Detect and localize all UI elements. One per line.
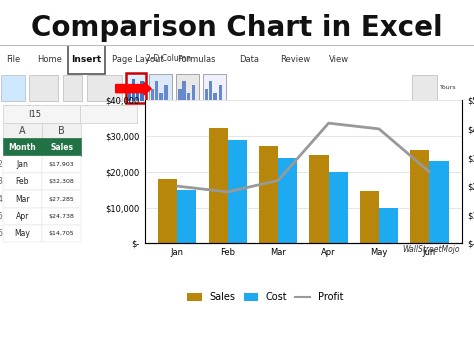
Bar (3, 105, 80, 123)
Text: 6: 6 (0, 229, 2, 238)
Text: View: View (329, 55, 349, 64)
Bar (3, 123, 42, 139)
Text: 5: 5 (0, 212, 2, 221)
Text: 3D Map ▾: 3D Map ▾ (412, 105, 437, 110)
Text: Mar: Mar (15, 195, 30, 204)
Bar (42, 173, 81, 190)
Bar (42, 123, 81, 139)
Bar (158, 179, 177, 243)
Bar (80, 105, 137, 123)
Bar (136, 90, 139, 101)
Bar (159, 93, 163, 101)
Bar (328, 172, 348, 243)
Bar (128, 87, 131, 101)
Bar (1, 75, 25, 101)
Bar (42, 190, 81, 208)
Text: Add-
ins ▾: Add- ins ▾ (66, 105, 79, 116)
Bar (178, 90, 182, 101)
Bar (3, 156, 42, 173)
Bar (177, 190, 197, 243)
Bar (182, 81, 186, 101)
Bar (205, 90, 208, 101)
Bar (187, 93, 190, 101)
Bar (29, 75, 58, 101)
Text: Tours: Tours (439, 86, 456, 91)
Bar (192, 85, 195, 101)
Text: Review: Review (280, 55, 310, 64)
Bar (3, 190, 42, 208)
Text: Tables: Tables (4, 105, 22, 110)
Text: $24,738: $24,738 (49, 214, 74, 219)
Bar (3, 225, 42, 242)
Bar (209, 128, 228, 243)
Text: Formulas: Formulas (177, 55, 216, 64)
Text: File: File (6, 55, 20, 64)
FancyArrow shape (116, 82, 151, 95)
Bar (259, 146, 278, 243)
Bar (410, 150, 429, 243)
Text: Month: Month (9, 142, 36, 152)
Text: Illustrations: Illustrations (27, 105, 61, 110)
Text: Data: Data (239, 55, 259, 64)
Bar (3, 139, 42, 156)
Bar (412, 75, 437, 101)
Bar (3, 173, 42, 190)
Bar (87, 75, 122, 101)
Text: 4: 4 (0, 195, 2, 204)
Text: $17,903: $17,903 (49, 162, 74, 167)
Bar (42, 225, 81, 242)
Bar (228, 140, 247, 243)
Text: $27,285: $27,285 (49, 197, 74, 202)
Text: Recommended
Charts: Recommended Charts (85, 105, 125, 116)
Bar (360, 191, 379, 243)
Text: WallStreetMojo: WallStreetMojo (402, 245, 460, 254)
Bar (42, 156, 81, 173)
Text: Feb: Feb (16, 177, 29, 186)
Text: May: May (14, 229, 30, 238)
Text: 3: 3 (0, 177, 2, 186)
Bar (278, 158, 297, 243)
Bar (155, 81, 158, 101)
Text: Insert: Insert (72, 55, 102, 64)
Text: Page Layout: Page Layout (112, 55, 163, 64)
Bar (213, 93, 217, 101)
Bar (42, 208, 81, 225)
Bar (140, 81, 144, 101)
Text: $14,705: $14,705 (49, 231, 74, 236)
Text: I15: I15 (28, 110, 41, 118)
Text: Home: Home (37, 55, 62, 64)
Bar (132, 79, 135, 101)
Bar (203, 74, 226, 102)
Text: Comparison Chart in Excel: Comparison Chart in Excel (31, 14, 443, 42)
Text: Apr: Apr (16, 212, 29, 221)
Bar (176, 74, 199, 102)
Text: A: A (19, 126, 26, 136)
Bar (429, 161, 448, 243)
Legend: Sales, Cost, Profit: Sales, Cost, Profit (183, 289, 347, 306)
Bar (310, 155, 328, 243)
Bar (151, 90, 154, 101)
Bar (164, 85, 168, 101)
Bar (209, 81, 212, 101)
Bar (379, 208, 398, 243)
Bar (42, 139, 81, 156)
Bar (3, 208, 42, 225)
Text: B: B (58, 126, 65, 136)
Text: 2-D Column: 2-D Column (146, 54, 191, 63)
FancyBboxPatch shape (68, 45, 105, 74)
Bar (63, 75, 82, 101)
Bar (149, 74, 172, 102)
Text: Jan: Jan (17, 160, 28, 169)
Text: $32,308: $32,308 (49, 179, 74, 184)
Text: Sales: Sales (50, 142, 73, 152)
FancyBboxPatch shape (126, 73, 146, 103)
Bar (219, 85, 222, 101)
Text: 2: 2 (0, 160, 2, 169)
